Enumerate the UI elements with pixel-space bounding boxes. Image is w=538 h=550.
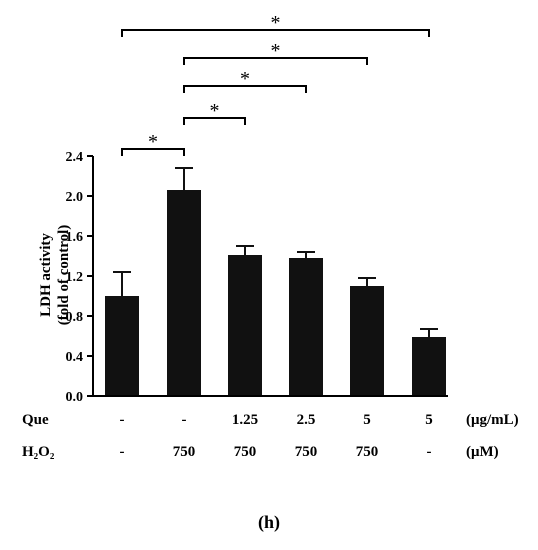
bar	[105, 296, 139, 396]
significance-star: *	[148, 131, 158, 153]
y-tick-label: 1.2	[66, 270, 84, 285]
significance-bracket	[183, 57, 368, 65]
y-axis: 0.0 0.4 0.8 1.2 1.6 2.0 2.4	[66, 150, 94, 405]
treatment-value: -	[120, 412, 125, 428]
treatment-row-label: H₂O₂	[22, 444, 55, 460]
treatment-value: 750	[234, 444, 257, 460]
treatment-row-label: Que	[22, 412, 49, 428]
treatment-unit: (μg/mL)	[466, 412, 519, 428]
treatment-table: Que - - 1.25 2.5 5 5 (μg/mL) H₂O₂ - 750 750 750 750 - (…	[22, 412, 519, 460]
treatment-value: 5	[425, 412, 433, 428]
significance-brackets: * * * * *	[121, 12, 430, 156]
significance-bracket	[183, 85, 307, 93]
treatment-value: -	[427, 444, 432, 460]
y-tick-label: 1.6	[66, 230, 84, 245]
bar	[350, 286, 384, 396]
significance-bracket	[121, 29, 430, 37]
significance-star: *	[210, 100, 220, 122]
y-axis-title: LDH activity (fold of control)	[38, 225, 72, 326]
treatment-value: 750	[295, 444, 318, 460]
bar	[228, 255, 262, 396]
treatment-value: 5	[363, 412, 371, 428]
y-axis-label: LDH activity	[38, 233, 54, 317]
treatment-unit: (μM)	[466, 444, 499, 460]
y-axis-sublabel: (fold of control)	[56, 225, 72, 326]
bar	[412, 337, 446, 396]
bar	[289, 258, 323, 396]
y-tick-label: 0.8	[66, 310, 84, 325]
significance-star: *	[271, 40, 281, 62]
treatment-value: -	[120, 444, 125, 460]
y-tick-label: 0.0	[66, 390, 84, 405]
treatment-value: -	[182, 412, 187, 428]
significance-bracket	[183, 117, 246, 125]
significance-bracket	[121, 148, 185, 156]
significance-star: *	[271, 12, 281, 34]
treatment-value: 750	[173, 444, 196, 460]
y-tick-label: 2.4	[66, 150, 84, 165]
treatment-value: 750	[356, 444, 379, 460]
treatment-value: 2.5	[297, 412, 316, 428]
y-tick-label: 0.4	[66, 350, 84, 365]
y-tick-label: 2.0	[66, 190, 84, 205]
bar	[167, 190, 201, 396]
bars	[93, 167, 448, 397]
treatment-value: 1.25	[232, 412, 258, 428]
significance-star: *	[240, 68, 250, 90]
panel-label: (h)	[258, 512, 280, 533]
